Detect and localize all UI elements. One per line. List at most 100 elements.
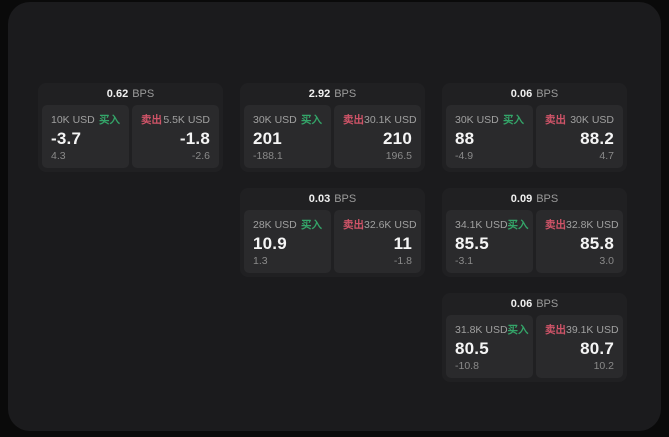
bps-value: 0.09: [510, 193, 533, 205]
buy-panel[interactable]: 34.1K USD 买入 85.5 -3.1: [446, 210, 533, 273]
bps-value: 2.92: [308, 88, 331, 100]
bps-unit-label: BPS: [536, 193, 559, 205]
sell-tag: 卖出: [545, 114, 566, 126]
buy-panel-top: 30K USD 买入: [455, 112, 524, 127]
sell-notional: 32.8K USD: [566, 218, 619, 231]
sell-tag: 卖出: [141, 114, 162, 126]
sell-panel-top: 卖出 30K USD: [545, 112, 614, 127]
sell-notional: 32.6K USD: [364, 218, 417, 231]
quote-card[interactable]: 0.06 BPS 30K USD 买入 88 -4.9 卖出 30K USD 8…: [442, 83, 627, 172]
bps-value: 0.06: [510, 88, 533, 100]
sell-panel[interactable]: 卖出 30K USD 88.2 4.7: [536, 105, 623, 168]
bps-unit-label: BPS: [132, 88, 155, 100]
card-body: 30K USD 买入 88 -4.9 卖出 30K USD 88.2 4.7: [446, 105, 623, 168]
sell-sub-value: -2.6: [191, 150, 210, 162]
sell-panel[interactable]: 卖出 30.1K USD 210 196.5: [334, 105, 421, 168]
buy-price: 80.5: [455, 338, 489, 358]
quote-card[interactable]: 0.62 BPS 10K USD 买入 -3.7 4.3 卖出 5.5K USD…: [38, 83, 223, 172]
card-header: 0.09 BPS: [446, 188, 623, 210]
bps-value: 0.03: [308, 193, 331, 205]
buy-price: 88: [455, 128, 475, 148]
buy-price: -3.7: [51, 128, 82, 148]
quote-card[interactable]: 0.06 BPS 31.8K USD 买入 80.5 -10.8 卖出 39.1…: [442, 293, 627, 382]
buy-tag: 买入: [507, 324, 529, 336]
card-body: 30K USD 买入 201 -188.1 卖出 30.1K USD 210 1…: [244, 105, 421, 168]
buy-sub-value: -4.9: [455, 150, 474, 162]
card-header: 0.62 BPS: [42, 83, 219, 105]
buy-tag: 买入: [99, 114, 120, 126]
sell-price: 80.7: [580, 338, 614, 358]
sell-panel-top: 卖出 5.5K USD: [141, 112, 210, 127]
buy-panel[interactable]: 30K USD 买入 201 -188.1: [244, 105, 331, 168]
cards-grid: 0.62 BPS 10K USD 买入 -3.7 4.3 卖出 5.5K USD…: [38, 83, 627, 382]
buy-sub-value: -3.1: [455, 255, 474, 267]
sell-price: 85.8: [580, 233, 614, 253]
card-body: 34.1K USD 买入 85.5 -3.1 卖出 32.8K USD 85.8…: [446, 210, 623, 273]
bps-unit-label: BPS: [536, 298, 559, 310]
sell-price: 11: [393, 233, 412, 253]
buy-panel-top: 30K USD 买入: [253, 112, 322, 127]
buy-panel[interactable]: 31.8K USD 买入 80.5 -10.8: [446, 315, 533, 378]
sell-tag: 卖出: [343, 114, 364, 126]
card-header: 0.06 BPS: [446, 293, 623, 315]
main-panel: 0.62 BPS 10K USD 买入 -3.7 4.3 卖出 5.5K USD…: [8, 2, 661, 431]
sell-panel[interactable]: 卖出 32.8K USD 85.8 3.0: [536, 210, 623, 273]
bps-unit-label: BPS: [334, 193, 357, 205]
sell-sub-value: 196.5: [385, 150, 412, 162]
bps-value: 0.62: [106, 88, 129, 100]
sell-panel[interactable]: 卖出 39.1K USD 80.7 10.2: [536, 315, 623, 378]
sell-panel-top: 卖出 32.6K USD: [343, 217, 417, 232]
quote-card[interactable]: 2.92 BPS 30K USD 买入 201 -188.1 卖出 30.1K …: [240, 83, 425, 172]
sell-price: 210: [383, 128, 412, 148]
buy-panel-top: 10K USD 买入: [51, 112, 120, 127]
buy-panel-top: 28K USD 买入: [253, 217, 322, 232]
sell-notional: 30.1K USD: [364, 113, 417, 126]
card-body: 28K USD 买入 10.9 1.3 卖出 32.6K USD 11 -1.8: [244, 210, 421, 273]
buy-notional: 30K USD: [253, 113, 297, 126]
sell-tag: 卖出: [545, 324, 566, 336]
buy-tag: 买入: [301, 114, 322, 126]
sell-sub-value: 3.0: [599, 255, 614, 267]
buy-price: 201: [253, 128, 282, 148]
sell-notional: 30K USD: [570, 113, 614, 126]
bps-unit-label: BPS: [334, 88, 357, 100]
sell-sub-value: -1.8: [393, 255, 412, 267]
card-header: 0.06 BPS: [446, 83, 623, 105]
buy-notional: 10K USD: [51, 113, 95, 126]
buy-price: 10.9: [253, 233, 287, 253]
buy-sub-value: 1.3: [253, 255, 268, 267]
buy-panel-top: 31.8K USD 买入: [455, 322, 529, 337]
buy-panel[interactable]: 10K USD 买入 -3.7 4.3: [42, 105, 129, 168]
buy-tag: 买入: [507, 219, 529, 231]
buy-tag: 买入: [503, 114, 524, 126]
quote-card[interactable]: 0.09 BPS 34.1K USD 买入 85.5 -3.1 卖出 32.8K…: [442, 188, 627, 277]
card-body: 10K USD 买入 -3.7 4.3 卖出 5.5K USD -1.8 -2.…: [42, 105, 219, 168]
sell-sub-value: 10.2: [593, 360, 614, 372]
buy-panel[interactable]: 30K USD 买入 88 -4.9: [446, 105, 533, 168]
sell-panel-top: 卖出 30.1K USD: [343, 112, 417, 127]
buy-notional: 34.1K USD: [455, 218, 508, 231]
buy-sub-value: -10.8: [455, 360, 479, 372]
sell-panel[interactable]: 卖出 5.5K USD -1.8 -2.6: [132, 105, 219, 168]
buy-panel-top: 34.1K USD 买入: [455, 217, 529, 232]
buy-notional: 31.8K USD: [455, 323, 508, 336]
quote-card[interactable]: 0.03 BPS 28K USD 买入 10.9 1.3 卖出 32.6K US…: [240, 188, 425, 277]
sell-panel-top: 卖出 32.8K USD: [545, 217, 619, 232]
sell-price: 88.2: [580, 128, 614, 148]
buy-tag: 买入: [301, 219, 322, 231]
sell-panel-top: 卖出 39.1K USD: [545, 322, 619, 337]
buy-notional: 30K USD: [455, 113, 499, 126]
sell-panel[interactable]: 卖出 32.6K USD 11 -1.8: [334, 210, 421, 273]
sell-tag: 卖出: [545, 219, 566, 231]
buy-sub-value: -188.1: [253, 150, 283, 162]
bps-unit-label: BPS: [536, 88, 559, 100]
buy-panel[interactable]: 28K USD 买入 10.9 1.3: [244, 210, 331, 273]
sell-price: -1.8: [179, 128, 210, 148]
buy-notional: 28K USD: [253, 218, 297, 231]
sell-tag: 卖出: [343, 219, 364, 231]
sell-sub-value: 4.7: [599, 150, 614, 162]
card-header: 2.92 BPS: [244, 83, 421, 105]
bps-value: 0.06: [510, 298, 533, 310]
buy-price: 85.5: [455, 233, 489, 253]
card-body: 31.8K USD 买入 80.5 -10.8 卖出 39.1K USD 80.…: [446, 315, 623, 378]
